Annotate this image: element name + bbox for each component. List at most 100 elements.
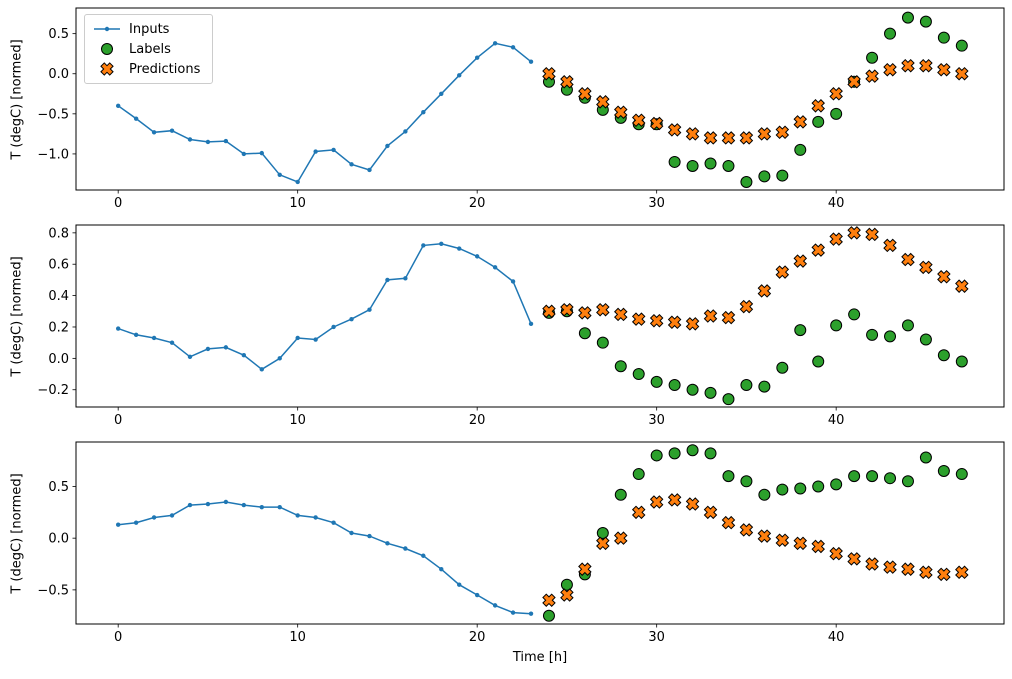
x-tick-label: 0 [114,413,122,428]
predictions-point [793,254,808,268]
x-axis-label: Time [h] [512,650,568,665]
subplot-1: 0 10 20 30 40 0.5 0.0 −0.5 −1.0 [37,7,1005,211]
labels-point [919,333,932,346]
labels-point [884,330,897,343]
predictions-point [955,565,969,580]
inputs-point [205,139,211,145]
inputs-point [421,243,426,248]
labels-point [901,319,914,332]
labels-point [686,383,699,396]
y-tick-label: 0.6 [48,258,69,273]
predictions-point [793,115,808,129]
labels-point [758,170,771,183]
inputs-point [295,179,300,185]
inputs-point [349,316,354,322]
y-tick-label: 0.4 [48,289,69,304]
labels-point [812,480,825,493]
labels-point [776,361,789,374]
legend: Inputs Labels Predictions [84,14,214,84]
predictions-point [614,307,628,322]
predictions-point [649,116,664,131]
labels-circle-icon [92,41,122,57]
labels-point [614,488,627,501]
labels-point [830,319,843,332]
legend-item-labels: Labels [92,41,200,57]
predictions-point [901,58,915,73]
predictions-point [955,66,969,81]
axes-frame [75,7,1005,191]
predictions-point [703,505,718,520]
inputs-point [169,128,175,133]
labels-point [650,449,663,462]
y-tick-label: 0.5 [48,27,69,42]
predictions-point [631,312,646,326]
inputs-point [277,504,282,510]
subplot-3: 0 10 20 30 40 0.5 0.0 −0.5 [37,441,1005,645]
inputs-point [187,502,193,508]
predictions-point [667,315,682,330]
labels-point [632,468,645,481]
inputs-point [528,321,534,327]
predictions-point [596,536,610,551]
labels-point [919,451,932,464]
legend-label-predictions: Predictions [129,61,201,77]
predictions-point [865,69,879,83]
inputs-point [403,546,408,551]
inputs-point [133,520,139,525]
predictions-point [811,539,825,554]
labels-point [884,27,897,40]
labels-point [848,470,861,483]
inputs-point [528,59,534,64]
predictions-point [919,565,933,580]
labels-point [937,464,950,477]
predictions-point [865,227,879,242]
predictions-point [542,304,556,319]
labels-point [866,470,879,483]
predictions-point [901,252,915,267]
predictions-point [811,243,825,257]
predictions-point [667,493,682,507]
y-tick-label: −1.0 [37,147,69,162]
inputs-point [439,566,444,572]
labels-point [758,380,771,393]
inputs-point [259,367,264,372]
inputs-point [331,147,336,153]
inputs-point [241,151,247,157]
inputs-point [205,346,211,352]
x-tick-label: 0 [114,196,122,211]
labels-point [722,470,735,483]
labels-point [866,51,879,64]
inputs-point [133,332,139,338]
labels-point [668,379,681,392]
predictions-point [560,75,574,89]
x-tick-label: 30 [648,196,665,211]
x-tick-label: 40 [828,413,845,428]
labels-point [812,355,825,368]
inputs-point [421,553,426,558]
predictions-point [614,531,628,545]
predictions-point [757,529,772,543]
predictions-point [721,310,736,325]
labels-point [668,155,681,168]
inputs-point [259,150,264,156]
inputs-point [205,501,211,507]
inputs-point [169,340,175,345]
predictions-point [667,123,682,137]
predictions-point [596,302,610,317]
predictions-point [775,533,790,547]
predictions-point [757,284,772,298]
inputs-point [385,541,390,546]
labels-point [955,468,968,481]
inputs-point [223,345,229,350]
y-tick-label: −0.2 [37,383,69,398]
axes-frame [75,224,1005,408]
inputs-point [331,520,336,525]
labels-point [740,175,753,188]
inputs-point [492,41,498,46]
predictions-point [739,299,754,314]
subplot-2: 0 10 20 30 40 0.8 0.6 0.4 0.2 0.0 −0.2 [37,224,1005,428]
labels-point [830,107,843,120]
inputs-point [313,337,318,342]
inputs-line-icon [92,21,122,37]
